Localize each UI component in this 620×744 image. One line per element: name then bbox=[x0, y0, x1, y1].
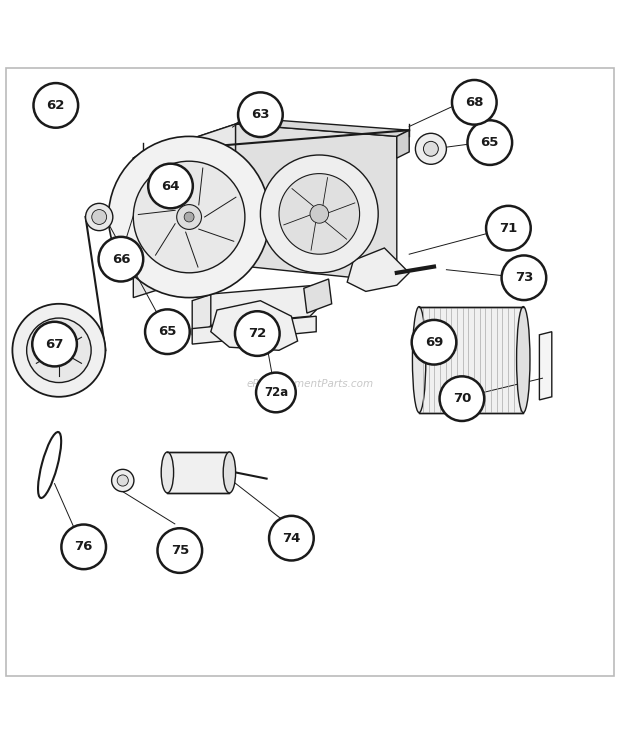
Circle shape bbox=[184, 212, 194, 222]
Text: 74: 74 bbox=[282, 532, 301, 545]
Circle shape bbox=[48, 339, 70, 362]
Polygon shape bbox=[304, 279, 332, 313]
Polygon shape bbox=[539, 332, 552, 400]
Circle shape bbox=[108, 136, 270, 298]
Polygon shape bbox=[347, 248, 409, 292]
Text: 66: 66 bbox=[112, 253, 130, 266]
Circle shape bbox=[310, 205, 329, 223]
Text: 67: 67 bbox=[45, 338, 64, 350]
Circle shape bbox=[412, 320, 456, 365]
Circle shape bbox=[92, 210, 107, 225]
Circle shape bbox=[467, 121, 512, 165]
Polygon shape bbox=[133, 124, 236, 298]
Polygon shape bbox=[167, 452, 229, 493]
Ellipse shape bbox=[223, 452, 236, 493]
Circle shape bbox=[86, 203, 113, 231]
Circle shape bbox=[260, 155, 378, 273]
Circle shape bbox=[177, 205, 202, 229]
Text: 71: 71 bbox=[499, 222, 518, 234]
Text: 70: 70 bbox=[453, 392, 471, 405]
Text: eReplacementParts.com: eReplacementParts.com bbox=[246, 379, 374, 389]
Polygon shape bbox=[419, 307, 523, 413]
Ellipse shape bbox=[412, 307, 426, 413]
Polygon shape bbox=[211, 301, 298, 350]
Circle shape bbox=[33, 83, 78, 128]
Circle shape bbox=[452, 80, 497, 124]
Polygon shape bbox=[96, 212, 108, 222]
Polygon shape bbox=[192, 316, 316, 344]
Circle shape bbox=[32, 321, 77, 366]
Circle shape bbox=[486, 206, 531, 251]
Polygon shape bbox=[205, 285, 316, 326]
Circle shape bbox=[61, 525, 106, 569]
Circle shape bbox=[269, 516, 314, 560]
Text: 76: 76 bbox=[74, 540, 93, 554]
Circle shape bbox=[423, 141, 438, 156]
Text: 62: 62 bbox=[46, 99, 65, 112]
Ellipse shape bbox=[516, 307, 530, 413]
Circle shape bbox=[145, 310, 190, 354]
Polygon shape bbox=[236, 124, 397, 282]
Circle shape bbox=[99, 237, 143, 281]
Circle shape bbox=[279, 173, 360, 254]
Polygon shape bbox=[133, 152, 143, 173]
Circle shape bbox=[112, 469, 134, 492]
Text: 72: 72 bbox=[248, 327, 267, 340]
Circle shape bbox=[415, 133, 446, 164]
Ellipse shape bbox=[161, 452, 174, 493]
Circle shape bbox=[148, 164, 193, 208]
Circle shape bbox=[12, 304, 105, 397]
Text: 75: 75 bbox=[170, 544, 189, 557]
Text: 69: 69 bbox=[425, 336, 443, 349]
Circle shape bbox=[440, 376, 484, 421]
FancyBboxPatch shape bbox=[6, 68, 614, 676]
Polygon shape bbox=[133, 124, 397, 173]
Text: 64: 64 bbox=[161, 179, 180, 193]
Polygon shape bbox=[192, 295, 211, 338]
Text: 63: 63 bbox=[251, 108, 270, 121]
Text: 68: 68 bbox=[465, 96, 484, 109]
Circle shape bbox=[157, 528, 202, 573]
Circle shape bbox=[238, 92, 283, 137]
Circle shape bbox=[54, 345, 64, 355]
Text: 72a: 72a bbox=[264, 386, 288, 399]
Circle shape bbox=[27, 318, 91, 382]
Circle shape bbox=[133, 161, 245, 273]
Text: 73: 73 bbox=[515, 272, 533, 284]
Polygon shape bbox=[236, 118, 409, 136]
Polygon shape bbox=[397, 130, 409, 158]
Circle shape bbox=[256, 373, 296, 412]
Text: 65: 65 bbox=[158, 325, 177, 339]
Circle shape bbox=[117, 475, 128, 486]
Text: 65: 65 bbox=[480, 136, 499, 149]
Circle shape bbox=[502, 255, 546, 300]
Circle shape bbox=[235, 311, 280, 356]
